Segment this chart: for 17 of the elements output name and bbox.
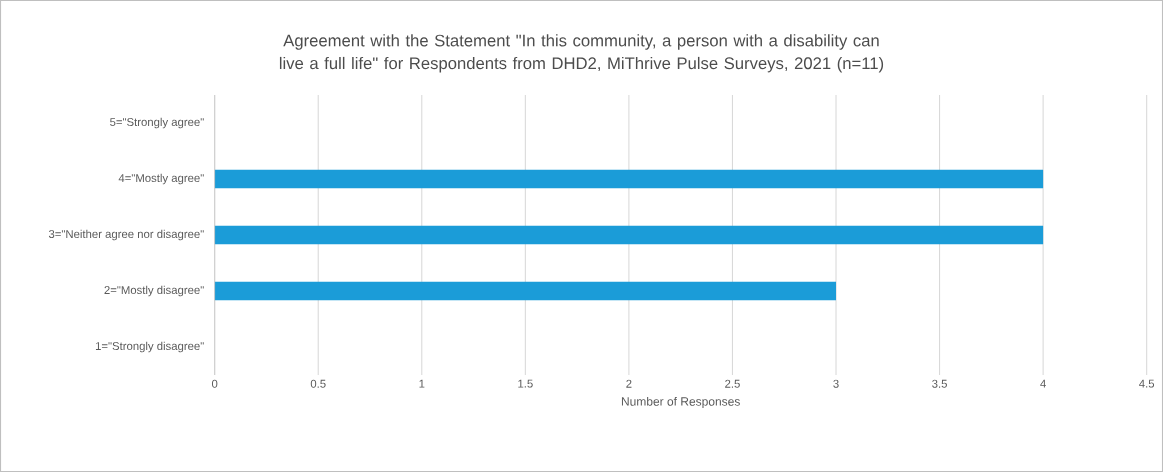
y-tick-label: 1="Strongly disagree" — [95, 341, 204, 353]
x-tick-label: 0 — [211, 379, 218, 388]
x-tick-label: 1.5 — [518, 379, 533, 388]
x-tick-label: 2.5 — [725, 379, 740, 388]
x-tick-label: 3 — [833, 379, 839, 388]
x-tick-label: 3.5 — [932, 379, 947, 388]
x-tick-label: 1 — [419, 379, 425, 388]
y-tick-label: 3="Neither agree nor disagree" — [48, 229, 204, 241]
chart-title: Agreement with the Statement "In this community, a person with a disability can live a full life" for Respondents from DHD2, MiThrive Pulse Surveys, 2021 (n=11) — [279, 34, 884, 73]
y-tick-label: 2="Mostly disagree" — [104, 285, 204, 297]
y-tick-label: 4="Mostly agree" — [118, 173, 204, 185]
x-tick-label: 2 — [626, 379, 632, 388]
y-tick-label: 5="Strongly agree" — [110, 117, 204, 129]
x-tick-label: 4.5 — [1139, 379, 1155, 388]
x-tick-label: 4 — [1040, 379, 1046, 388]
x-axis-title: Number of Responses — [621, 396, 740, 409]
x-tick-label: 0.5 — [310, 379, 326, 388]
